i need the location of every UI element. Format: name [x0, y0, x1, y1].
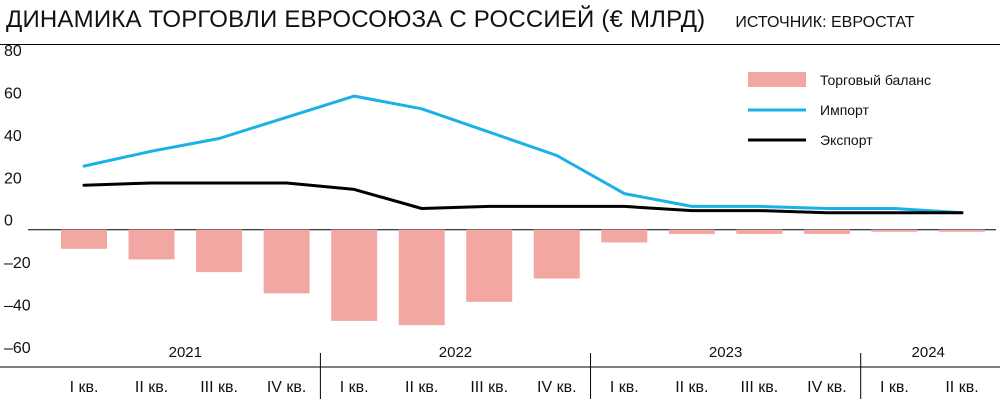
legend-swatch-balance — [748, 72, 806, 87]
year-label: 2023 — [709, 344, 742, 361]
y-tick-label: –40 — [4, 298, 31, 315]
quarter-label: II кв. — [405, 379, 438, 396]
y-tick-label: 40 — [4, 128, 22, 145]
bar-trade-balance — [196, 229, 243, 273]
legend-label: Экспорт — [820, 132, 873, 148]
legend-label: Торговый баланс — [820, 72, 931, 88]
source-note: ИСТОЧНИК: ЕВРОСТАТ — [735, 14, 915, 31]
bar-trade-balance — [668, 229, 715, 234]
quarter-label: III кв. — [470, 379, 508, 396]
bar-trade-balance — [871, 229, 918, 232]
bar-trade-balance — [803, 229, 850, 234]
quarter-label: IV кв. — [267, 379, 307, 396]
bar-trade-balance — [263, 229, 310, 294]
title-divider — [0, 44, 1000, 45]
line-export — [82, 181, 964, 215]
bar-trade-balance — [533, 229, 580, 279]
line-import — [82, 94, 964, 215]
quarter-label: II кв. — [135, 379, 168, 396]
bar-trade-balance — [61, 229, 107, 249]
year-label: 2024 — [912, 344, 945, 361]
title-row: ДИНАМИКА ТОРГОВЛИ ЕВРОСОЮЗА С РОССИЕЙ (€… — [6, 6, 994, 42]
quarter-label: I кв. — [610, 379, 639, 396]
y-tick-label: –60 — [4, 340, 31, 357]
quarter-label: I кв. — [880, 379, 909, 396]
bar-trade-balance — [939, 229, 985, 232]
quarter-label: I кв. — [70, 379, 99, 396]
y-tick-label: –20 — [4, 255, 31, 272]
bar-trade-balance — [331, 229, 378, 321]
y-tick-label: 0 — [4, 213, 13, 230]
y-tick-label: 60 — [4, 85, 22, 102]
quarter-label: II кв. — [945, 379, 978, 396]
quarter-label: III кв. — [741, 379, 779, 396]
bar-trade-balance — [398, 229, 445, 326]
quarter-label: I кв. — [340, 379, 369, 396]
y-tick-label: 20 — [4, 170, 22, 187]
quarter-label: IV кв. — [807, 379, 847, 396]
quarter-label: II кв. — [675, 379, 708, 396]
year-label: 2021 — [169, 344, 202, 361]
y-tick-label: 80 — [4, 43, 22, 60]
year-label: 2022 — [439, 344, 472, 361]
bar-trade-balance — [736, 229, 783, 234]
bar-trade-balance — [466, 229, 513, 302]
quarter-label: IV кв. — [537, 379, 577, 396]
chart-title: ДИНАМИКА ТОРГОВЛИ ЕВРОСОЮЗА С РОССИЕЙ (€… — [6, 6, 706, 33]
bar-trade-balance — [128, 229, 175, 260]
bar-trade-balance — [601, 229, 648, 243]
legend-label: Импорт — [820, 102, 870, 118]
quarter-label: III кв. — [200, 379, 238, 396]
